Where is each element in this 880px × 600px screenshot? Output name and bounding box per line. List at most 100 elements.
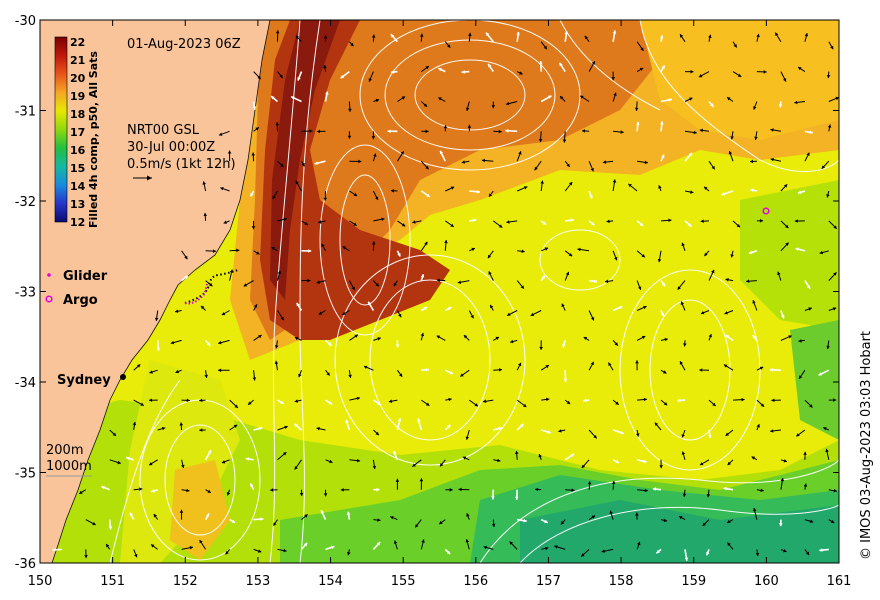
velocity-arrowhead — [825, 448, 829, 453]
velocity-arrowhead — [329, 459, 333, 464]
velocity-arrowhead — [509, 541, 513, 545]
velocity-arrowhead — [218, 340, 222, 345]
velocity-arrowhead — [417, 418, 421, 422]
velocity-arrowhead — [668, 98, 672, 102]
velocity-arrowhead — [444, 240, 448, 244]
velocity-arrowhead — [189, 546, 193, 550]
velocity-arrowhead — [830, 45, 834, 50]
velocity-arrowhead — [461, 160, 465, 164]
velocity-arrowhead — [638, 286, 642, 290]
velocity-arrowhead — [681, 451, 686, 455]
velocity-arrowhead — [436, 278, 440, 283]
velocity-arrowhead — [608, 362, 612, 366]
y-tick-label: -35 — [15, 467, 36, 482]
velocity-arrowhead — [387, 129, 391, 134]
velocity-arrowhead — [294, 423, 298, 428]
velocity-arrowhead — [563, 378, 568, 382]
velocity-arrowhead — [209, 283, 213, 287]
velocity-arrowhead — [727, 461, 731, 466]
velocity-arrowhead — [401, 96, 406, 100]
velocity-arrowhead — [323, 35, 328, 39]
velocity-arrowhead — [438, 67, 442, 72]
velocity-arrowhead — [614, 342, 618, 346]
velocity-arrows — [52, 30, 839, 561]
velocity-arrowhead — [372, 241, 376, 245]
velocity-arrowhead — [154, 317, 159, 321]
velocity-arrowhead — [397, 418, 402, 422]
velocity-arrowhead — [251, 226, 256, 230]
velocity-arrowhead — [486, 32, 490, 37]
velocity-arrowhead — [684, 557, 689, 561]
velocity-arrowhead — [271, 96, 275, 100]
velocity-arrowhead — [415, 524, 419, 528]
velocity-arrowhead — [602, 160, 607, 164]
velocity-arrowhead — [763, 70, 767, 74]
velocity-arrowhead — [566, 400, 571, 404]
velocity-arrowhead — [593, 279, 598, 283]
velocity-arrowhead — [733, 44, 737, 48]
velocity-arrowhead — [823, 427, 827, 431]
velocity-arrowhead — [253, 304, 258, 308]
velocity-arrowhead — [260, 517, 264, 521]
land-mass — [39, 19, 271, 564]
velocity-arrowhead — [439, 520, 443, 525]
velocity-arrowhead — [640, 47, 644, 51]
velocity-arrowhead — [326, 372, 330, 376]
velocity-arrowhead — [270, 488, 274, 492]
velocity-arrowhead — [830, 519, 835, 523]
velocity-arrowhead — [591, 222, 595, 226]
velocity-arrowhead — [756, 33, 760, 38]
velocity-arrowhead — [590, 317, 595, 321]
velocity-arrowhead — [657, 258, 662, 263]
velocity-arrowhead — [593, 435, 597, 439]
velocity-arrowhead — [257, 549, 262, 553]
velocity-arrowhead — [245, 457, 249, 461]
velocity-arrowhead — [565, 271, 570, 276]
velocity-arrowhead — [721, 192, 725, 196]
velocity-arrowhead — [219, 132, 223, 136]
velocity-arrowhead — [770, 128, 774, 132]
velocity-arrowhead — [752, 300, 756, 304]
velocity-arrowhead — [833, 272, 837, 276]
velocity-arrowhead — [490, 304, 494, 309]
velocity-arrowhead — [564, 31, 569, 35]
velocity-arrowhead — [375, 283, 379, 287]
velocity-arrowhead — [303, 542, 308, 547]
velocity-arrowhead — [218, 368, 222, 373]
colorbar-tick-label: 20 — [70, 72, 86, 85]
velocity-arrowhead — [323, 65, 327, 69]
velocity-arrowhead — [785, 242, 789, 246]
velocity-arrowhead — [568, 182, 573, 186]
velocity-arrowhead — [291, 96, 295, 100]
velocity-arrowhead — [693, 130, 697, 135]
velocity-arrowhead — [186, 398, 190, 403]
velocity-arrowhead — [373, 153, 377, 157]
velocity-arrowhead — [746, 279, 750, 283]
velocity-arrowhead — [643, 305, 647, 310]
velocity-arrowhead — [298, 373, 302, 378]
velocity-arrowhead — [518, 151, 522, 155]
velocity-arrowhead — [351, 286, 355, 291]
velocity-arrowhead — [325, 91, 329, 95]
velocity-arrowhead — [117, 460, 121, 465]
velocity-arrowhead — [723, 487, 727, 491]
velocity-arrowhead — [280, 400, 284, 404]
velocity-arrowhead — [425, 402, 430, 406]
velocity-arrowhead — [304, 514, 308, 518]
velocity-arrowhead — [699, 128, 703, 133]
velocity-arrowhead — [156, 347, 161, 351]
velocity-arrowhead — [570, 218, 574, 222]
velocity-arrowhead — [577, 247, 581, 252]
colorbar-tick-label: 12 — [70, 216, 85, 229]
velocity-arrowhead — [688, 223, 692, 227]
velocity-arrowhead — [615, 401, 619, 405]
velocity-arrowhead — [826, 75, 831, 79]
velocity-arrowhead — [818, 372, 823, 376]
velocity-arrowhead — [321, 243, 325, 248]
velocity-arrowhead — [711, 165, 715, 170]
velocity-arrowhead — [783, 184, 788, 188]
velocity-arrowhead — [708, 34, 712, 38]
velocity-arrowhead — [559, 62, 563, 67]
velocity-arrowhead — [423, 103, 428, 107]
velocity-arrowhead — [620, 130, 624, 134]
